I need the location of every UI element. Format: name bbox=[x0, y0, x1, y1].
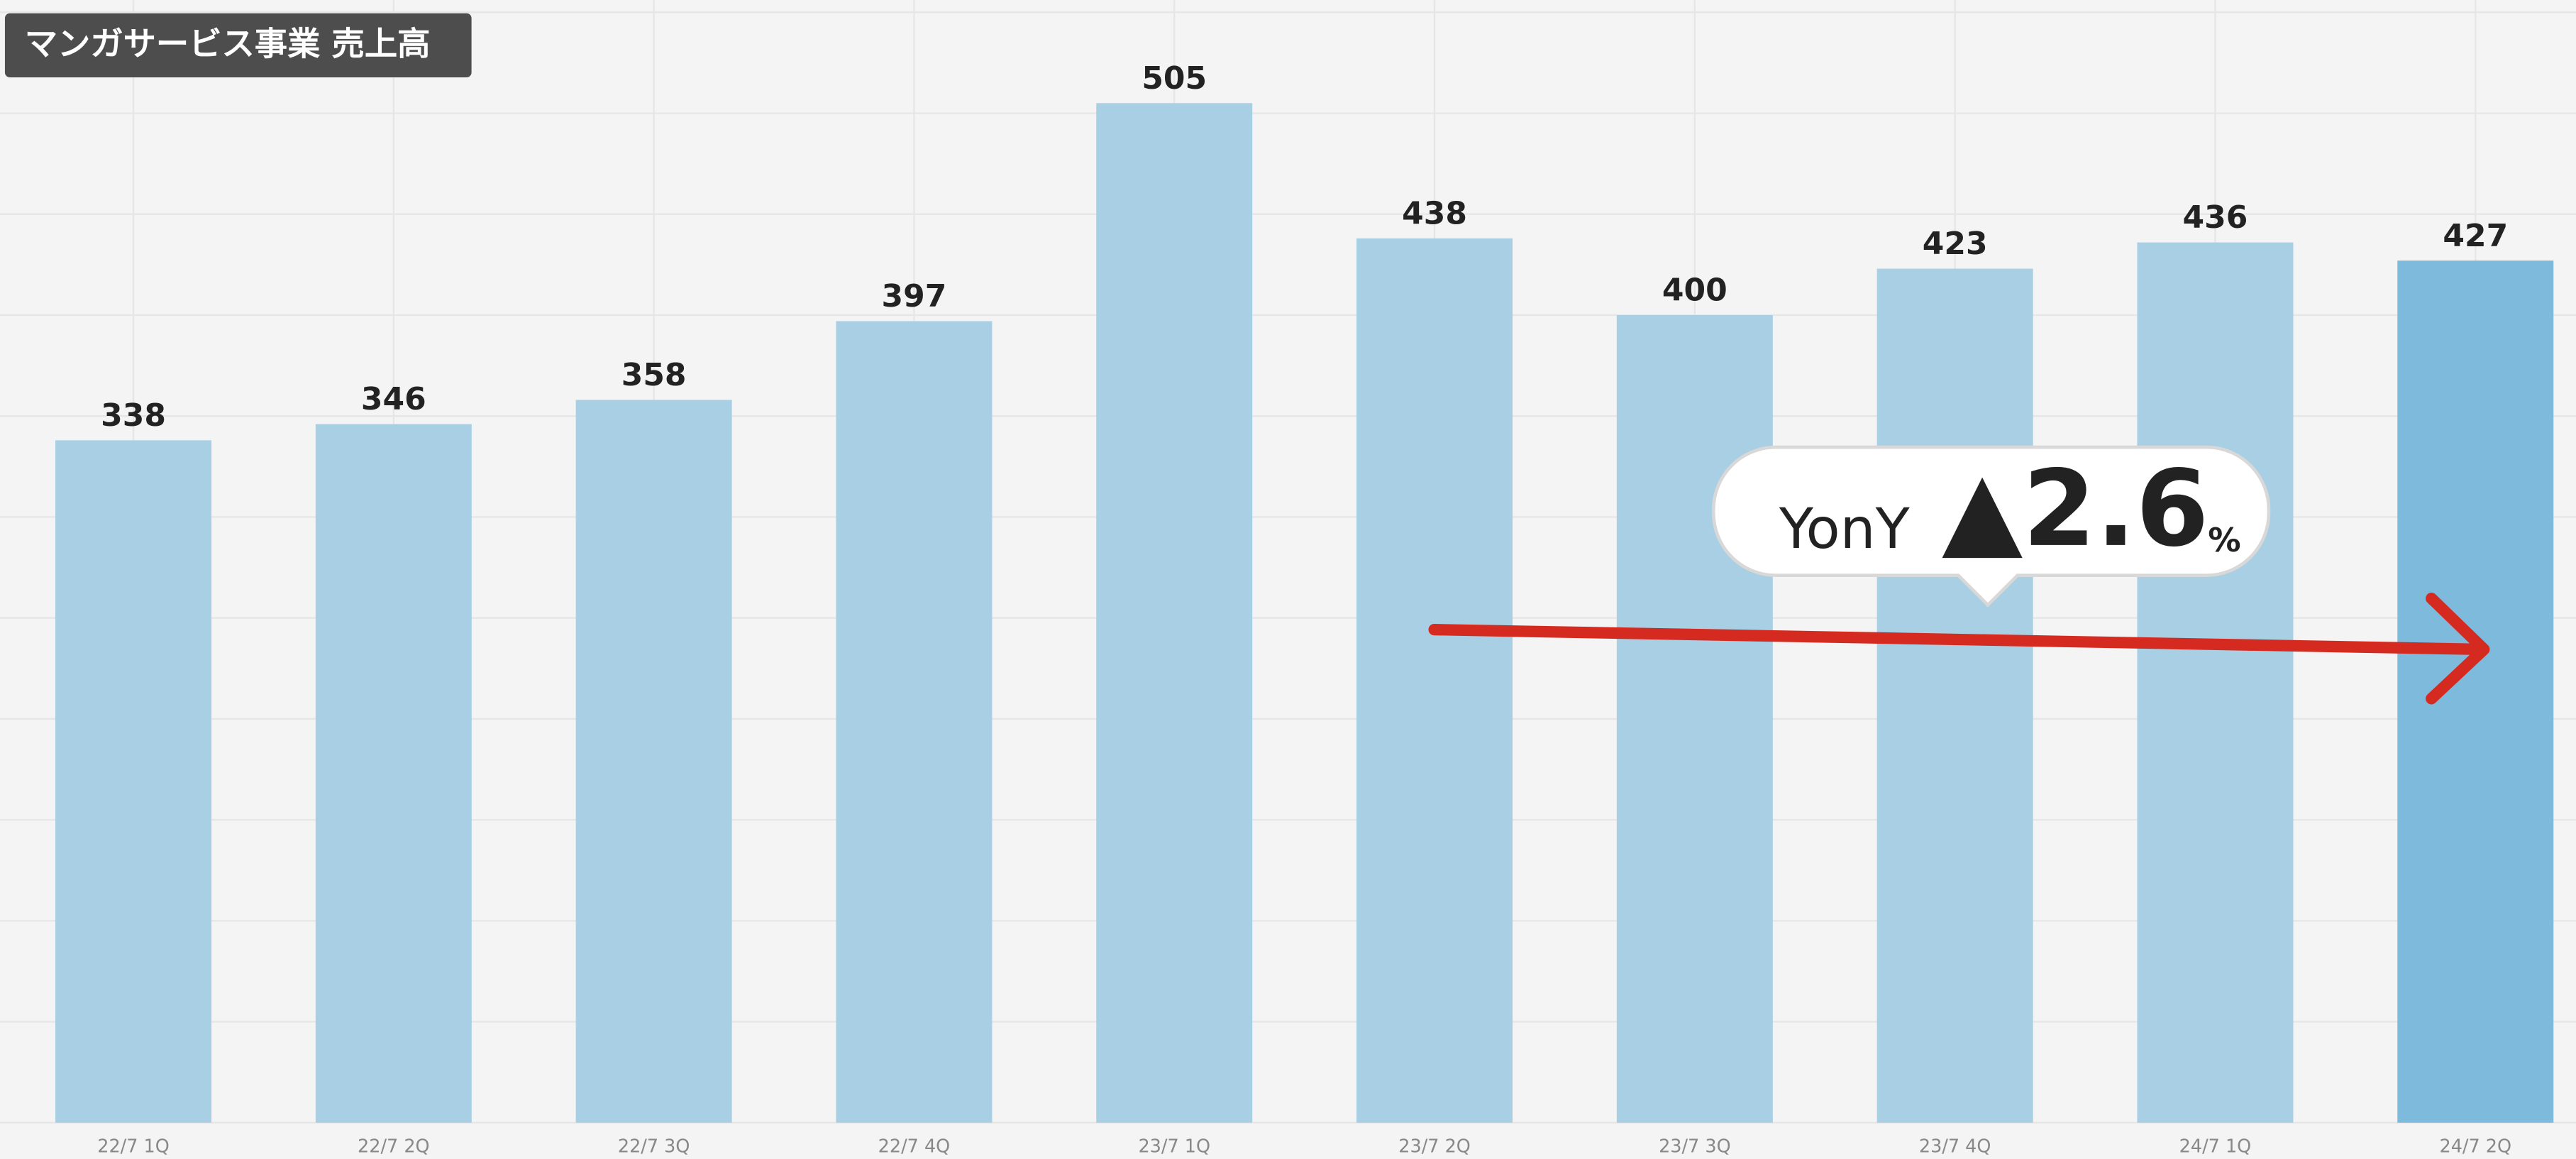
chart-title: マンガサービス事業 売上高 bbox=[25, 25, 431, 63]
bar bbox=[2397, 260, 2554, 1123]
x-tick-label: 24/7 1Q bbox=[2179, 1136, 2252, 1158]
callout-bubble bbox=[1711, 445, 2271, 608]
x-tick-label: 23/7 1Q bbox=[1138, 1136, 1210, 1158]
bar bbox=[1096, 103, 1253, 1123]
bar bbox=[1876, 268, 2033, 1123]
x-tick-label: 23/7 3Q bbox=[1659, 1136, 1731, 1158]
bar bbox=[575, 400, 732, 1123]
bar bbox=[1356, 238, 1513, 1123]
bar bbox=[1616, 314, 1773, 1123]
bar bbox=[55, 440, 212, 1123]
x-tick-label: 23/7 2Q bbox=[1398, 1136, 1471, 1158]
value-label: 505 bbox=[1141, 60, 1207, 97]
callout-unit: % bbox=[2208, 521, 2240, 559]
arrow bbox=[1428, 593, 2490, 705]
x-tick-label: 22/7 1Q bbox=[97, 1136, 170, 1158]
value-label: 427 bbox=[2443, 218, 2508, 254]
value-label: 423 bbox=[1923, 226, 1988, 262]
callout-value: ▲2.6 bbox=[1942, 447, 2209, 570]
callout: YonY ▲2.6 % bbox=[1711, 445, 2271, 608]
x-tick-label: 22/7 2Q bbox=[358, 1136, 430, 1158]
bars: 338 22/7 1Q 346 22/7 2Q 358 22/7 3Q 397 22/7 4Q… bbox=[55, 60, 2554, 1158]
callout-label: YonY bbox=[1779, 496, 1911, 561]
value-label: 397 bbox=[882, 278, 947, 314]
x-tick-label: 23/7 4Q bbox=[1919, 1136, 1991, 1158]
bar bbox=[836, 321, 993, 1123]
value-label: 338 bbox=[101, 397, 166, 434]
x-tick-label: 22/7 3Q bbox=[618, 1136, 690, 1158]
value-label: 436 bbox=[2183, 199, 2248, 236]
value-label: 346 bbox=[361, 381, 426, 417]
x-tick-label: 22/7 4Q bbox=[878, 1136, 951, 1158]
arrow-head bbox=[2426, 593, 2490, 705]
value-label: 400 bbox=[1662, 273, 1728, 309]
x-tick-label: 24/7 2Q bbox=[2440, 1136, 2512, 1158]
title-box bbox=[4, 13, 472, 78]
bar bbox=[2137, 242, 2294, 1123]
arrow-shaft bbox=[1428, 624, 2489, 656]
value-label: 438 bbox=[1402, 195, 1467, 231]
bar bbox=[315, 424, 472, 1123]
value-label: 358 bbox=[621, 357, 687, 393]
